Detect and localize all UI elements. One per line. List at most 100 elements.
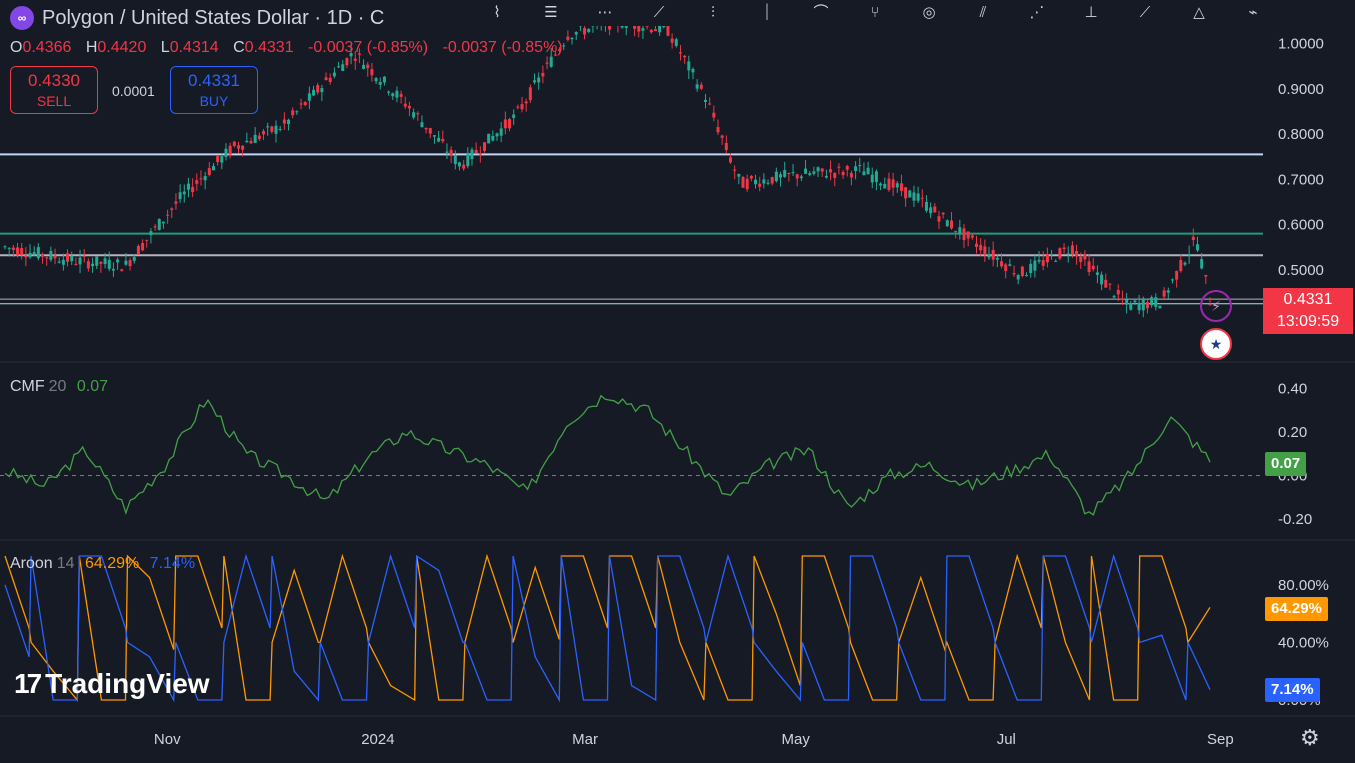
cmf-value: 0.07 <box>76 378 109 395</box>
drawing-toolbar: ⌇ ☰ ⋯ ⟋ ⫶ ⏐ ⌒ ⑂ ◎ ⫽ ⋰ ⊥ ⟋ △ ⌁ <box>440 0 1355 26</box>
aroon-axis-tick: 40.00% <box>1278 634 1329 651</box>
candle-body <box>186 183 190 190</box>
candle-body <box>920 197 924 199</box>
symbol-header[interactable]: ∞ Polygon / United States Dollar · 1D · … <box>10 6 384 30</box>
polygon-logo-icon: ∞ <box>10 6 34 30</box>
symbol-title[interactable]: Polygon / United States Dollar · 1D · C <box>42 6 385 29</box>
cmf-axis-tick: 0.40 <box>1278 380 1307 397</box>
candle-body <box>324 77 328 81</box>
price-axis-tick: 0.9000 <box>1278 81 1324 98</box>
time-axis-tick: 2024 <box>361 731 394 748</box>
candle-body <box>658 22 662 33</box>
trend-icon[interactable]: ⟋ <box>1139 4 1151 21</box>
horizontal-ray-icon[interactable]: ⊥ <box>1084 4 1098 21</box>
candle-body <box>257 135 261 140</box>
tradingview-logo[interactable]: 17 TradingView <box>14 668 210 700</box>
candle-body <box>699 84 703 89</box>
candle-body <box>879 183 883 186</box>
lightning-icon[interactable]: ⚡ <box>1200 290 1232 322</box>
candle-body <box>1125 299 1129 305</box>
candle-body <box>91 263 95 267</box>
candle-body <box>1025 275 1029 277</box>
candle-body <box>904 187 908 199</box>
spread-value: 0.0001 <box>112 83 155 99</box>
candle-body <box>303 101 307 106</box>
candle-body <box>899 183 903 191</box>
candle-body <box>403 103 407 107</box>
node-lines-icon[interactable]: ⋯ <box>597 4 613 21</box>
polyline-icon[interactable]: ⌇ <box>493 4 501 21</box>
us-flag-icon[interactable]: ★ <box>1200 328 1232 360</box>
candle-body <box>157 219 161 230</box>
sell-button[interactable]: 0.4330 SELL <box>10 66 98 114</box>
candle-body <box>232 141 236 147</box>
path-icon[interactable]: ⌒ <box>813 4 829 21</box>
candle-body <box>203 176 207 181</box>
candle-body <box>562 45 566 47</box>
change-percent-value: -0.0037 (-0.85%) <box>442 39 563 56</box>
last-price-tag: 0.4331 13:09:59 <box>1263 288 1353 334</box>
candle-body <box>11 247 15 250</box>
candle-body <box>28 252 32 258</box>
candle-body <box>908 190 912 198</box>
buy-button[interactable]: 0.4331 BUY <box>170 66 258 114</box>
ray-icon[interactable]: ⟋ <box>653 4 665 21</box>
triangle-icon[interactable]: △ <box>1193 4 1205 21</box>
candle-body <box>512 114 516 118</box>
candle-body <box>337 66 341 68</box>
candle-body <box>370 69 374 76</box>
price-axis-tick: 0.6000 <box>1278 217 1324 234</box>
candle-body <box>24 255 28 258</box>
cmf-axis-tick: -0.20 <box>1278 511 1312 528</box>
candle-body <box>470 149 474 160</box>
candle-body <box>983 246 987 255</box>
candle-body <box>762 179 766 184</box>
time-axis-tick: May <box>782 731 811 748</box>
candle-body <box>874 171 878 182</box>
candle-body <box>741 176 745 188</box>
candle-body <box>1116 289 1120 295</box>
gear-icon[interactable]: ⚙ <box>1300 725 1320 750</box>
candle-body <box>870 174 874 183</box>
candle-body <box>128 260 132 267</box>
candle-body <box>816 167 820 172</box>
candle-body <box>537 77 541 83</box>
last-price: 0.4331 <box>1283 291 1333 308</box>
brush-icon[interactable]: ⌁ <box>1248 4 1258 21</box>
candle-body <box>462 164 466 169</box>
candle-body <box>674 39 678 46</box>
candle-body <box>245 140 249 143</box>
candle-body <box>236 145 240 149</box>
lines-icon[interactable]: ☰ <box>544 4 558 21</box>
candle-body <box>282 119 286 124</box>
candle-body <box>374 78 378 82</box>
cmf-period: 20 <box>48 378 67 395</box>
candle-body <box>103 258 107 265</box>
aroon-down-value: 7.14% <box>149 555 196 572</box>
candle-body <box>1195 244 1199 251</box>
candle-body <box>1066 253 1070 255</box>
candle-body <box>182 191 186 195</box>
candle-body <box>1191 236 1195 241</box>
circle-tool-icon[interactable]: ◎ <box>922 4 936 21</box>
candle-body <box>712 112 716 118</box>
parallel-lines-icon[interactable]: ⫽ <box>979 4 987 21</box>
candle-body <box>566 36 570 40</box>
fork-icon[interactable]: ⑂ <box>870 4 880 21</box>
candle-body <box>116 259 120 263</box>
vertical-line-icon[interactable]: ⏐ <box>762 4 772 21</box>
candle-body <box>1087 261 1091 273</box>
candle-body <box>1070 245 1074 255</box>
candle-body <box>641 28 645 31</box>
candle-body <box>395 90 399 98</box>
candle-body <box>724 142 728 151</box>
bar-pattern-icon[interactable]: ⫶ <box>711 4 715 21</box>
candle-body <box>766 182 770 184</box>
candle-body <box>695 84 699 89</box>
node-icon[interactable]: ⋰ <box>1029 4 1045 21</box>
candle-body <box>845 166 849 170</box>
candle-body <box>20 248 24 256</box>
candle-body <box>620 25 624 28</box>
candle-body <box>49 250 53 260</box>
